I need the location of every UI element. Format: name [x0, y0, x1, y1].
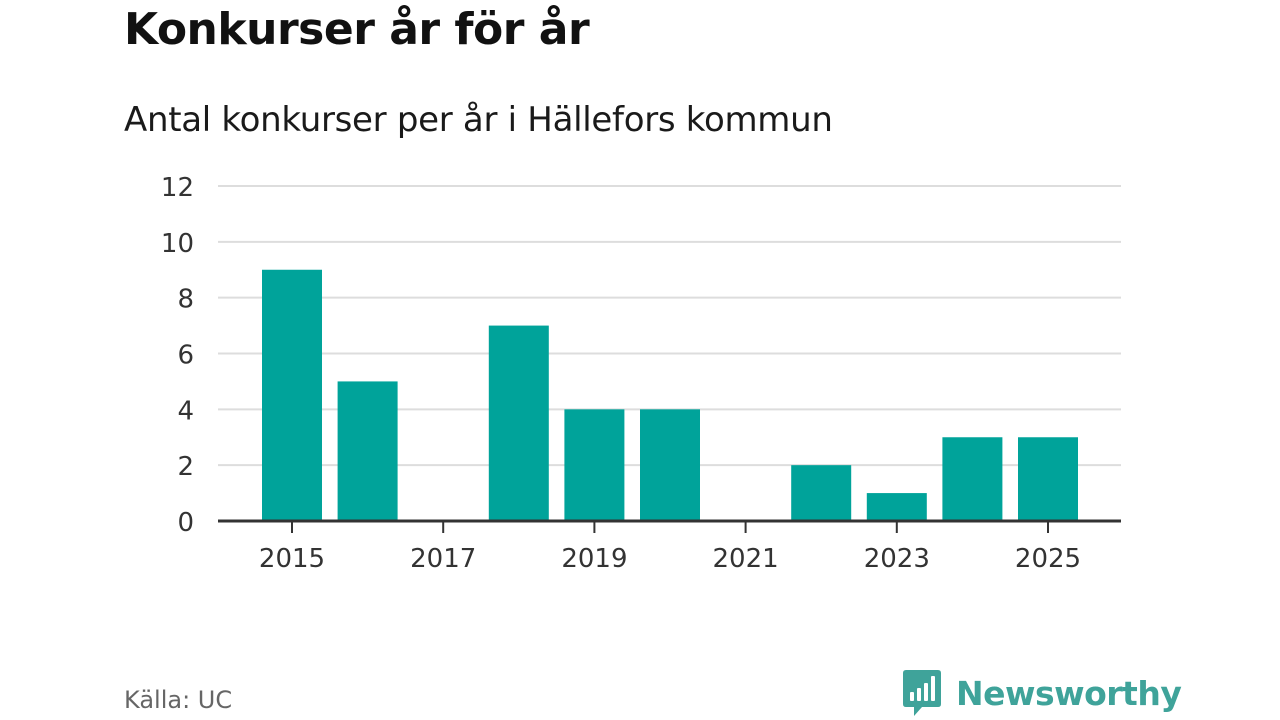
- x-tick-label: 2023: [864, 544, 930, 574]
- chart-title: Konkurser år för år: [124, 4, 590, 55]
- y-tick-label: 0: [177, 508, 194, 538]
- y-tick-labels: 0 2 4 6 8 10 12: [161, 173, 194, 538]
- axes: [218, 519, 1121, 533]
- x-tick-label: 2025: [1015, 544, 1081, 574]
- newsworthy-logo-icon: [903, 670, 941, 716]
- y-tick-label: 2: [177, 452, 194, 482]
- y-tick-label: 8: [177, 285, 194, 315]
- bar-2016: [337, 381, 398, 521]
- x-tick-label: 2019: [561, 544, 627, 574]
- bar-2020: [640, 409, 700, 521]
- y-tick-label: 6: [177, 341, 194, 371]
- x-tick-label: 2021: [713, 544, 779, 574]
- bars: [262, 269, 1078, 521]
- x-tick-labels: 2015 2017 2019 2021 2023 2025: [259, 544, 1081, 574]
- bar-2023: [866, 493, 927, 521]
- y-tick-label: 4: [177, 396, 194, 426]
- bar-2022: [791, 465, 852, 521]
- y-tick-label: 12: [161, 173, 194, 203]
- bar-2018: [488, 325, 549, 521]
- brand-name: Newsworthy: [956, 673, 1182, 713]
- bar-2025: [1018, 437, 1078, 521]
- source-note: Källa: UC: [124, 686, 233, 714]
- chart-subtitle: Antal konkurser per år i Hällefors kommu…: [124, 100, 833, 140]
- bar-2019: [564, 409, 625, 521]
- newsworthy-logo: Newsworthy: [902, 668, 1182, 718]
- x-tick-label: 2017: [410, 544, 476, 574]
- y-tick-label: 10: [161, 229, 194, 259]
- x-tick-label: 2015: [259, 544, 325, 574]
- bar-2015: [262, 269, 322, 521]
- bar-2024: [942, 437, 1003, 521]
